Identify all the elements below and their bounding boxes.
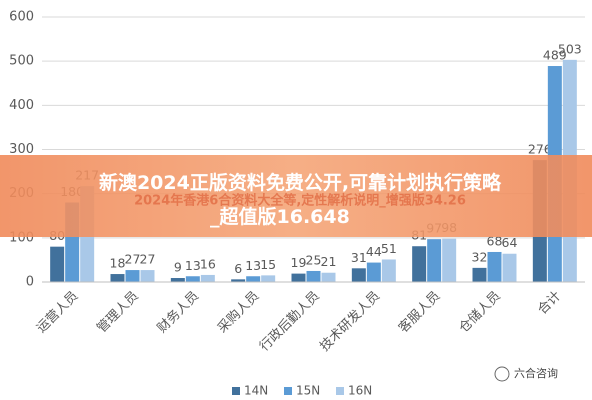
y-tick-label: 600 [9, 10, 34, 25]
bar [321, 272, 336, 282]
bar [412, 246, 427, 282]
watermark-icon [494, 366, 510, 382]
x-tick-label: 管理人员 [94, 289, 141, 336]
data-label: 64 [502, 235, 518, 250]
x-tick-label: 采购人员 [214, 288, 262, 336]
bar [306, 270, 321, 282]
overlay-banner: 2024年香港6合资料大全等,定性解析说明_增强版34.26 新澳2024正版资… [0, 155, 592, 237]
data-label: 44 [366, 244, 382, 259]
bar [427, 239, 442, 282]
bar [246, 276, 261, 282]
bar [50, 246, 65, 282]
data-label: 16 [200, 256, 216, 271]
x-tick-label: 合计 [535, 289, 564, 318]
banner-subheadline: 2024年香港6合资料大全等,定性解析说明_增强版34.26 [134, 193, 466, 209]
bar [472, 267, 487, 282]
bar [366, 262, 381, 282]
banner-background [0, 155, 592, 237]
data-label: 32 [472, 249, 488, 264]
bar [261, 275, 276, 282]
x-tick-label: 财务人员 [154, 288, 202, 336]
data-label: 13 [245, 258, 261, 273]
bar [487, 251, 502, 282]
x-tick-label: 行政后勤人员 [257, 289, 323, 355]
data-label: 15 [260, 257, 276, 272]
bar [170, 278, 185, 282]
bar [185, 276, 200, 282]
bar [110, 274, 125, 282]
bar [351, 268, 366, 282]
x-tick-label: 技术研发人员 [317, 288, 383, 354]
data-label: 489 [543, 48, 567, 63]
x-tick-label: 客服人员 [395, 288, 443, 336]
bar [231, 279, 246, 282]
data-label: 503 [558, 41, 582, 56]
legend-swatch [232, 387, 240, 395]
legend-label: 16N [348, 384, 372, 398]
data-label: 31 [351, 250, 367, 265]
bar [125, 270, 140, 282]
y-tick-label: 500 [9, 54, 34, 69]
data-label: 276 [528, 142, 552, 157]
legend-swatch [336, 387, 344, 395]
data-label: 68 [487, 233, 503, 248]
bar [140, 270, 155, 282]
legend-label: 15N [296, 384, 320, 398]
bar [291, 273, 306, 282]
y-tick-label: 0 [26, 275, 34, 290]
legend-label: 14N [244, 384, 268, 398]
bar [502, 253, 517, 282]
data-label: 9 [174, 260, 182, 275]
x-tick-label: 仓储人员 [456, 289, 503, 336]
bar [200, 274, 215, 282]
data-label: 13 [185, 258, 201, 273]
data-label: 18 [110, 256, 126, 271]
legend-swatch [284, 387, 292, 395]
bar [381, 259, 396, 282]
y-tick-label: 400 [9, 98, 34, 113]
data-label: 19 [291, 255, 307, 270]
y-tick-label: 300 [9, 142, 34, 157]
watermark: 六合咨询 [514, 366, 558, 380]
bar [442, 238, 457, 282]
data-label: 27 [125, 252, 141, 267]
banner-headline: 新澳2024正版资料免费公开,可靠计划执行策略_超值版16.648 [99, 171, 502, 228]
data-label: 21 [321, 254, 337, 269]
data-label: 27 [140, 252, 156, 267]
data-label: 6 [234, 261, 242, 276]
data-label: 25 [306, 252, 322, 267]
data-label: 51 [381, 241, 397, 256]
x-tick-label: 运营人员 [34, 289, 81, 336]
